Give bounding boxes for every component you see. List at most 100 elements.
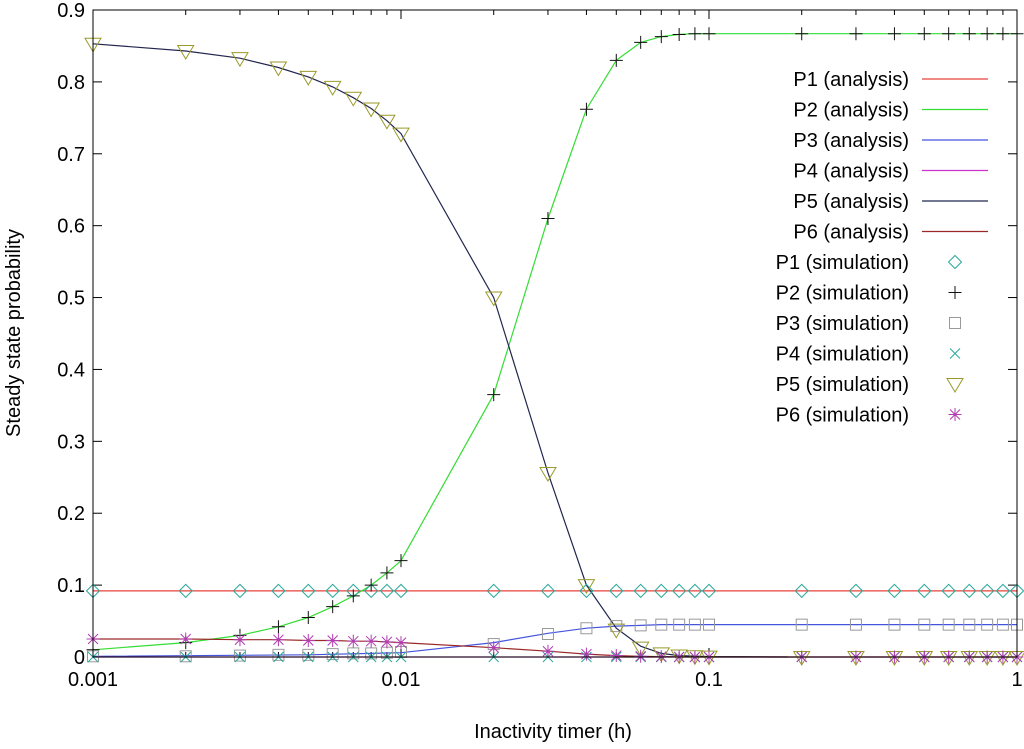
legend-marker-sample: [949, 317, 961, 329]
y-tick-label: 0.4: [57, 359, 85, 381]
data-point: [888, 618, 901, 631]
data-point: [271, 583, 286, 599]
data-point: [176, 44, 195, 60]
data-point: [671, 583, 687, 599]
data-point: [179, 632, 193, 646]
data-point: [393, 583, 409, 599]
data-point: [365, 647, 378, 660]
data-point: [178, 583, 193, 599]
data-point: [486, 583, 501, 599]
data-point: [609, 583, 624, 599]
data-point: [364, 634, 378, 648]
y-axis: 0 0.1 0.2 0.3 0.4 0.5 0.6 0.7 0.8 0.9: [57, 0, 1017, 669]
data-point: [702, 27, 716, 41]
data-point: [634, 35, 648, 49]
y-tick-label: 0.5: [57, 288, 85, 310]
data-point: [580, 622, 593, 635]
data-point: [232, 583, 248, 599]
data-point: [688, 27, 702, 41]
data-point: [849, 618, 862, 631]
data-point: [887, 583, 902, 599]
legend-label: P5 (simulation): [776, 374, 909, 396]
data-point: [794, 583, 809, 599]
data-point: [631, 641, 650, 657]
legend-label: P1 (simulation): [776, 252, 909, 274]
data-point: [980, 27, 994, 41]
legend: P1 (analysis) P2 (analysis) P3 (analysis) P…: [776, 69, 988, 427]
data-point: [634, 649, 648, 663]
y-tick-label: 0.7: [57, 144, 85, 166]
data-point: [231, 52, 249, 68]
data-point: [963, 618, 976, 631]
data-point: [299, 70, 318, 86]
data-point: [579, 583, 594, 599]
data-point: [379, 583, 395, 599]
data-point: [392, 127, 410, 143]
data-point: [579, 647, 593, 661]
data-point: [795, 27, 809, 41]
data-point: [655, 618, 668, 631]
data-point: [996, 618, 1009, 631]
legend-marker-sample: [947, 254, 963, 270]
data-point: [918, 618, 931, 631]
x-tick-label: 0.001: [68, 669, 118, 691]
data-point: [484, 291, 503, 307]
data-point: [301, 633, 315, 647]
data-point: [302, 648, 315, 661]
data-point: [687, 583, 703, 599]
legend-label: P6 (analysis): [793, 222, 909, 244]
y-tick-label: 0.6: [57, 216, 85, 238]
x-tick-label: 0.01: [382, 669, 421, 691]
data-point: [394, 554, 408, 568]
legend-label: P3 (simulation): [776, 313, 909, 335]
simulation-markers: [84, 27, 1024, 666]
data-point: [326, 633, 340, 647]
data-point: [979, 583, 995, 599]
data-point: [541, 627, 554, 640]
legend-marker-sample: [949, 348, 961, 359]
data-point: [540, 583, 556, 599]
data-point: [271, 620, 285, 634]
data-point: [394, 636, 408, 650]
legend-marker-sample: [948, 408, 962, 421]
data-point: [347, 647, 360, 660]
data-point: [487, 641, 501, 655]
data-point: [487, 388, 501, 402]
data-point: [701, 583, 717, 599]
legend-label: P1 (analysis): [793, 69, 909, 91]
data-point: [363, 583, 379, 599]
data-point: [541, 211, 555, 225]
data-point: [326, 648, 339, 661]
data-point: [609, 649, 623, 663]
legend-label: P2 (simulation): [776, 283, 909, 305]
data-point: [610, 620, 623, 633]
legend-label: P5 (analysis): [793, 191, 909, 213]
data-point: [378, 114, 396, 130]
data-point: [301, 583, 316, 599]
data-point: [541, 644, 555, 658]
data-point: [325, 583, 340, 599]
data-point: [380, 566, 394, 580]
y-tick-label: 0.2: [57, 503, 85, 525]
data-point: [654, 30, 668, 44]
data-point: [652, 647, 671, 663]
legend-label: P6 (simulation): [776, 405, 909, 427]
data-point: [539, 466, 557, 482]
data-point: [272, 648, 285, 661]
data-point: [672, 27, 686, 41]
legend-marker-sample: [946, 378, 964, 393]
data-point: [634, 619, 647, 632]
y-tick-label: 0.8: [57, 72, 85, 94]
data-point: [301, 610, 315, 624]
data-point: [654, 583, 669, 599]
data-point: [344, 91, 363, 107]
data-point: [346, 634, 360, 648]
data-point: [849, 27, 863, 41]
data-point: [848, 583, 864, 599]
y-tick-label: 0.9: [57, 0, 85, 22]
data-point: [688, 618, 701, 631]
x-tick-label: 1: [1011, 669, 1022, 691]
data-point: [917, 583, 932, 599]
legend-marker-sample: [948, 286, 962, 299]
